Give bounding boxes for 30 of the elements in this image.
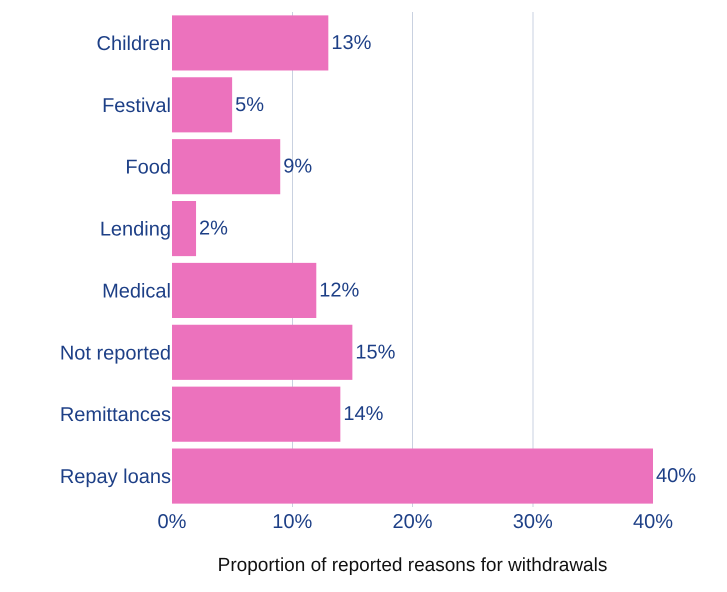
x-tick-label: 0%: [158, 511, 187, 533]
y-tick-label: Remittances: [60, 404, 171, 426]
y-tick-label: Medical: [102, 280, 171, 302]
data-label: 5%: [235, 94, 264, 116]
bar: [172, 201, 196, 256]
data-label: 9%: [283, 156, 312, 178]
data-label: 15%: [355, 341, 396, 364]
bar: [172, 448, 653, 504]
y-tick-label: Children: [96, 32, 171, 55]
x-tick-label: 40%: [632, 511, 674, 533]
data-label: 13%: [331, 32, 372, 54]
x-tick-label: 20%: [392, 511, 433, 533]
bar: [172, 386, 340, 442]
bar: [172, 15, 328, 70]
data-label: 2%: [199, 218, 228, 240]
bar: [172, 324, 352, 380]
y-tick-label: Not reported: [60, 342, 171, 364]
data-label: 40%: [656, 465, 696, 488]
bar: [172, 139, 280, 194]
x-axis-title: Proportion of reported reasons for withdrawals: [218, 554, 608, 576]
y-tick-label: Festival: [102, 94, 171, 117]
data-label: 12%: [319, 279, 360, 302]
bar: [172, 77, 232, 132]
y-tick-label: Lending: [100, 218, 171, 241]
y-tick-label: Repay loans: [60, 466, 171, 488]
bar: [172, 262, 316, 318]
y-tick-label: Food: [125, 156, 171, 179]
x-tick-label: 10%: [272, 511, 312, 533]
x-tick-label: 30%: [512, 511, 553, 533]
data-label: 14%: [343, 403, 384, 426]
